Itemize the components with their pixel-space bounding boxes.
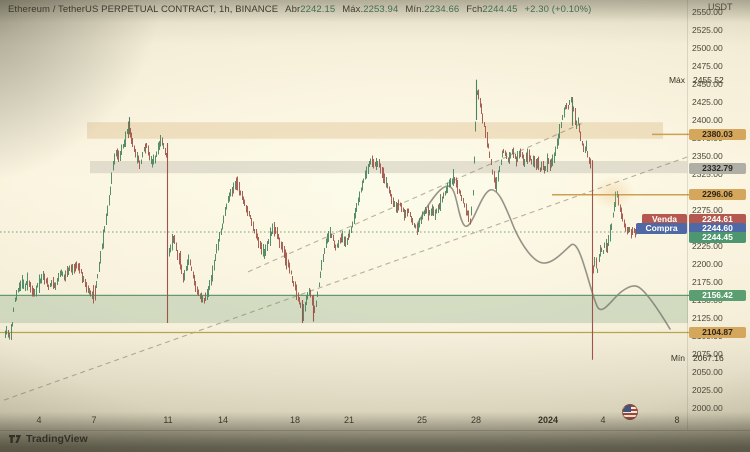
price-tick: 2175.00 [692, 277, 723, 287]
time-label[interactable]: 11 [163, 415, 173, 425]
price-tick: 2025.00 [692, 385, 723, 395]
price-tick: 2200.00 [692, 259, 723, 269]
price-tick: 2525.00 [692, 25, 723, 35]
time-label[interactable]: 8 [674, 415, 680, 425]
gray-zone-2332[interactable] [90, 161, 687, 174]
time-label[interactable]: 25 [416, 415, 427, 425]
price-tick: 2550.00 [692, 7, 723, 17]
time-label[interactable]: 18 [289, 415, 300, 425]
price-level-label[interactable]: 2380.03 [689, 128, 746, 140]
retest-glow-marker [591, 176, 635, 210]
price-tick: 2425.00 [692, 97, 723, 107]
price-tick: 2050.00 [692, 367, 723, 377]
time-label[interactable]: 21 [343, 415, 354, 425]
ohlc-item: Mín.2234.66 [405, 4, 460, 15]
trendline-1[interactable] [3, 156, 689, 401]
price-axis-divider [687, 0, 688, 430]
price-change: +2.30 (+0.10%) [524, 4, 592, 15]
ohlc-item: Máx.2253.94 [342, 4, 399, 15]
ohlc-item: Fch2244.45 [466, 4, 518, 15]
buy-button[interactable]: Compra [636, 222, 687, 234]
price-level-label[interactable]: 2156.42 [689, 289, 746, 301]
price-level-label[interactable]: 2104.87 [689, 326, 746, 338]
time-label[interactable]: 4 [36, 415, 42, 425]
time-label[interactable]: 4 [600, 415, 606, 425]
price-tick: 2450.00 [692, 79, 723, 89]
time-label[interactable]: 7 [91, 415, 97, 425]
symbol-title[interactable]: Ethereum / TetherUS PERPETUAL CONTRACT, … [8, 4, 279, 15]
trendline-2[interactable] [247, 122, 584, 273]
time-axis-divider [0, 430, 750, 431]
price-tick: 2000.00 [692, 403, 723, 413]
ohlc-item: Abr2242.15 [285, 4, 336, 15]
demand-zone-2156[interactable] [0, 295, 688, 324]
tradingview-logo-text: TradingView [26, 433, 88, 445]
us-flag-event-icon[interactable] [622, 404, 638, 420]
last-price-label: 2244.45 [689, 231, 746, 243]
price-tick: 2500.00 [692, 43, 723, 53]
price-tick: 2475.00 [692, 61, 723, 71]
price-tick: 2350.00 [692, 151, 723, 161]
price-tick: 2125.00 [692, 313, 723, 323]
price-level-label[interactable]: 2332.79 [689, 162, 746, 174]
symbol-header: Ethereum / TetherUS PERPETUAL CONTRACT, … [8, 4, 591, 15]
time-label[interactable]: 28 [470, 415, 481, 425]
price-tick: 2400.00 [692, 115, 723, 125]
price-level-label[interactable]: 2296.06 [689, 189, 746, 201]
time-label[interactable]: 14 [217, 415, 228, 425]
tradingview-logo[interactable]: TradingView [8, 433, 88, 445]
price-tick: 2225.00 [692, 241, 723, 251]
time-label[interactable]: 2024 [537, 415, 559, 425]
tv-glyph-icon [9, 435, 21, 443]
price-tick: 2075.00 [692, 349, 723, 359]
